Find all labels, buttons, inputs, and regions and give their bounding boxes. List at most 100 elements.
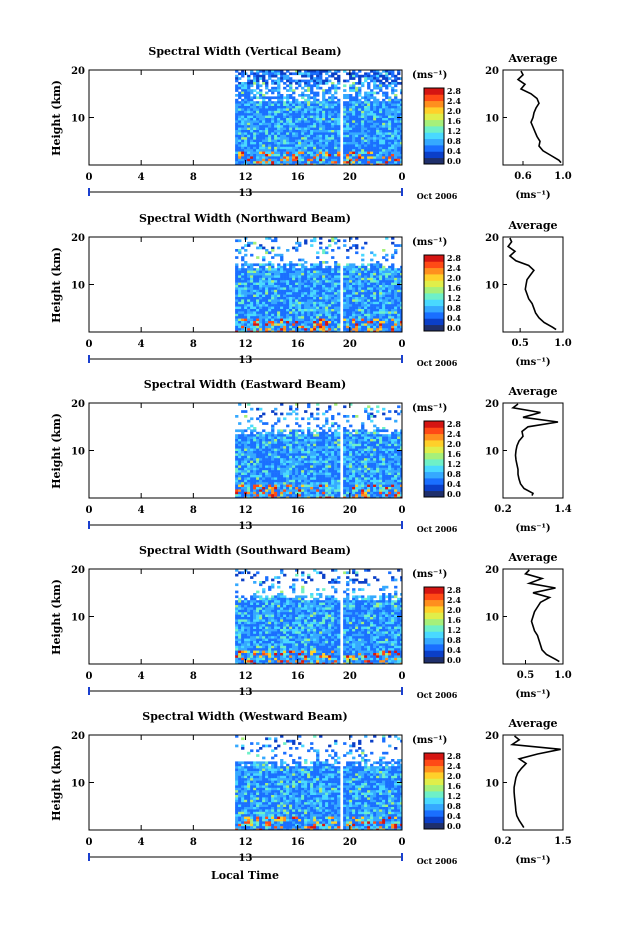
heatmap-cell <box>268 156 272 160</box>
heatmap-cell <box>334 130 338 133</box>
heatmap-cell <box>250 110 254 114</box>
heatmap-cell <box>286 139 290 143</box>
heatmap-cell <box>370 74 374 78</box>
heatmap-cell <box>235 122 239 126</box>
heatmap-cell <box>394 441 398 445</box>
heatmap-cell <box>370 103 374 107</box>
heatmap-cell <box>271 156 275 160</box>
heatmap-cell <box>388 77 392 80</box>
heatmap-cell <box>358 323 362 327</box>
heatmap-cell <box>289 467 293 471</box>
heatmap-cell <box>334 285 338 288</box>
heatmap-cell <box>331 149 335 152</box>
heatmap-cell <box>391 253 395 257</box>
heatmap-cell <box>304 328 308 331</box>
heatmap-cell <box>337 439 341 442</box>
heatmap-cell <box>334 163 338 165</box>
heatmap-cell <box>364 270 368 274</box>
heatmap-cell <box>238 146 242 150</box>
heatmap-cell <box>331 132 335 136</box>
heatmap-cell <box>316 304 320 307</box>
heatmap-cell <box>391 161 395 164</box>
heatmap-cell <box>352 77 356 80</box>
heatmap-cell <box>238 94 242 97</box>
heatmap-cell <box>301 118 305 121</box>
heatmap-cell <box>394 137 398 140</box>
heatmap-cell <box>394 475 398 478</box>
heatmap-cell <box>235 325 239 329</box>
heatmap-cell <box>268 463 272 466</box>
heatmap-cell <box>361 325 365 329</box>
heatmap-cell <box>304 294 308 298</box>
heatmap-cell <box>385 237 389 240</box>
heatmap-cell <box>277 146 281 150</box>
heatmap-cell <box>277 294 281 298</box>
heatmap-cell <box>349 130 353 133</box>
heatmap-cell <box>400 120 402 124</box>
heatmap-cell <box>262 70 266 73</box>
heatmap-cell <box>388 158 392 162</box>
heatmap-cell <box>271 158 275 162</box>
heatmap-cell <box>241 299 245 303</box>
heatmap-cell <box>250 263 254 267</box>
heatmap-cell <box>355 460 359 464</box>
heatmap-cell <box>244 299 248 303</box>
heatmap-cell <box>352 268 356 271</box>
heatmap-cell <box>343 277 347 281</box>
heatmap-cell <box>358 134 362 138</box>
heatmap-cell <box>367 110 371 114</box>
heatmap-cell <box>346 419 350 423</box>
heatmap-cell <box>310 158 314 162</box>
heatmap-cell <box>334 441 338 445</box>
heatmap-cell <box>313 458 317 461</box>
heatmap-cell <box>361 158 365 162</box>
heatmap-cell <box>256 313 260 317</box>
heatmap-cell <box>370 289 374 293</box>
heatmap-cell <box>253 306 257 310</box>
heatmap-cell <box>253 106 257 109</box>
heatmap-cell <box>352 72 356 76</box>
heatmap-cell <box>310 142 314 145</box>
heatmap-cell <box>304 103 308 107</box>
heatmap-cell <box>358 282 362 286</box>
heatmap-cell <box>364 410 368 413</box>
heatmap-cell <box>292 142 296 145</box>
heatmap-cell <box>370 434 374 437</box>
heatmap-cell <box>307 84 311 88</box>
heatmap-cell <box>265 477 269 481</box>
heatmap-cell <box>394 299 398 303</box>
heatmap-cell <box>361 110 365 114</box>
heatmap-cell <box>238 239 242 243</box>
heatmap-cell <box>400 156 402 160</box>
heatmap-cell <box>352 301 356 305</box>
heatmap-cell <box>364 306 368 310</box>
heatmap-cell <box>358 122 362 126</box>
heatmap-cell <box>379 118 383 121</box>
heatmap-cell <box>301 429 305 433</box>
profile-x-tick-label: 0.5 <box>511 338 528 349</box>
heatmap-cell <box>310 268 314 271</box>
heatmap-cell <box>394 455 398 459</box>
heatmap-cell <box>319 470 323 473</box>
heatmap-cell <box>370 277 374 281</box>
heatmap-cell <box>394 434 398 437</box>
heatmap-cell <box>388 455 392 459</box>
heatmap-cell <box>259 297 263 300</box>
heatmap-cell <box>265 451 269 454</box>
heatmap-cell <box>271 270 275 274</box>
heatmap-cell <box>253 287 257 291</box>
heatmap-cell <box>235 280 239 283</box>
heatmap-cell <box>262 275 266 279</box>
heatmap-cell <box>256 321 260 324</box>
heatmap-cell <box>319 277 323 281</box>
heatmap-cell <box>373 79 377 83</box>
heatmap-cell <box>256 309 260 312</box>
heatmap-cell <box>301 436 305 440</box>
heatmap-cell <box>322 106 326 109</box>
heatmap-cell <box>310 125 314 128</box>
heatmap-cell <box>385 292 389 295</box>
heatmap-cell <box>319 163 323 165</box>
heatmap-cell <box>241 323 245 327</box>
heatmap-cell <box>268 299 272 303</box>
heatmap-cell <box>244 130 248 133</box>
